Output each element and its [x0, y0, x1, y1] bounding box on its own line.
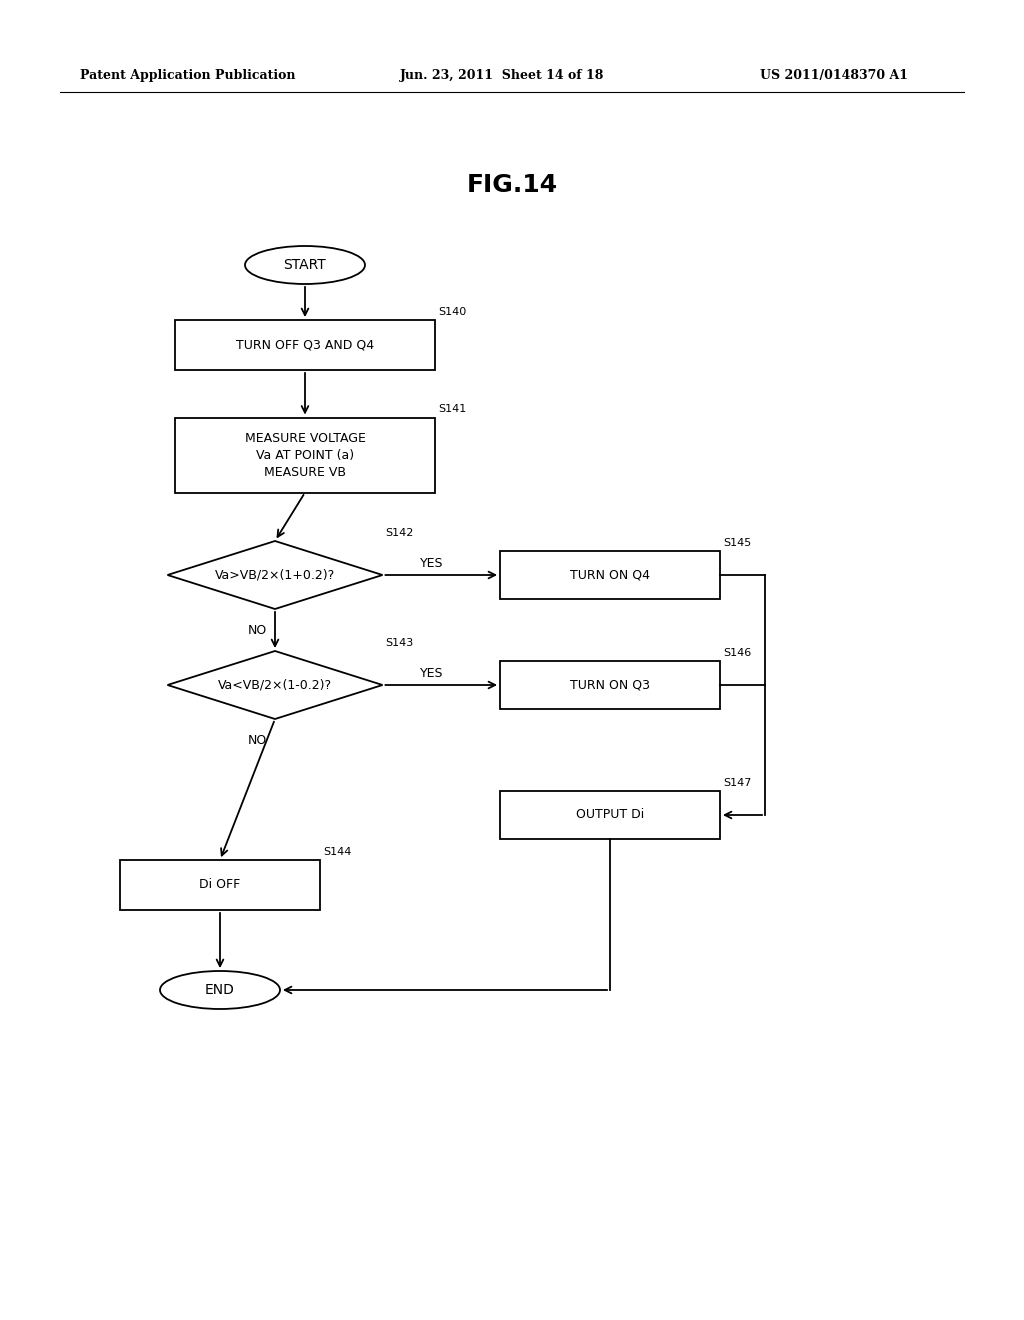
Text: TURN ON Q4: TURN ON Q4: [570, 569, 650, 582]
Text: US 2011/0148370 A1: US 2011/0148370 A1: [760, 69, 908, 82]
Bar: [120, 861, 319, 909]
Text: S144: S144: [323, 847, 351, 857]
Text: YES: YES: [420, 557, 443, 570]
Text: YES: YES: [420, 667, 443, 680]
Text: S141: S141: [438, 404, 466, 414]
Text: FIG.14: FIG.14: [467, 173, 557, 197]
Text: TURN OFF Q3 AND Q4: TURN OFF Q3 AND Q4: [236, 338, 374, 351]
Text: S142: S142: [385, 528, 414, 539]
Text: Jun. 23, 2011  Sheet 14 of 18: Jun. 23, 2011 Sheet 14 of 18: [400, 69, 604, 82]
Bar: [500, 791, 720, 840]
Bar: [500, 661, 720, 709]
Text: START: START: [284, 257, 327, 272]
Bar: [500, 550, 720, 599]
Text: NO: NO: [248, 734, 266, 747]
Text: MEASURE VOLTAGE
Va AT POINT (a)
MEASURE VB: MEASURE VOLTAGE Va AT POINT (a) MEASURE …: [245, 432, 366, 479]
Text: Va<VB/2×(1-0.2)?: Va<VB/2×(1-0.2)?: [218, 678, 332, 692]
Text: S146: S146: [723, 648, 752, 657]
Text: Patent Application Publication: Patent Application Publication: [80, 69, 296, 82]
Text: S145: S145: [723, 539, 752, 548]
Bar: [175, 417, 435, 492]
Text: Va>VB/2×(1+0.2)?: Va>VB/2×(1+0.2)?: [215, 569, 335, 582]
Bar: [175, 319, 435, 370]
Text: OUTPUT Di: OUTPUT Di: [575, 808, 644, 821]
Text: END: END: [205, 983, 234, 997]
Text: S143: S143: [385, 638, 414, 648]
Text: NO: NO: [248, 624, 266, 638]
Text: S147: S147: [723, 777, 752, 788]
Text: TURN ON Q3: TURN ON Q3: [570, 678, 650, 692]
Text: Di OFF: Di OFF: [200, 879, 241, 891]
Text: S140: S140: [438, 308, 466, 317]
